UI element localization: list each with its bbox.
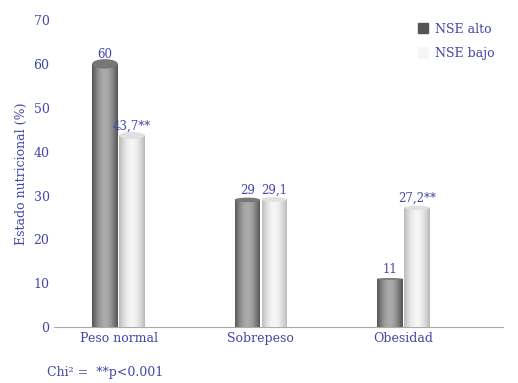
Text: 27,2**: 27,2**	[398, 192, 436, 205]
Text: 43,7**: 43,7**	[113, 120, 151, 133]
Ellipse shape	[262, 197, 287, 202]
Text: 29: 29	[240, 184, 255, 197]
Legend: NSE alto, NSE bajo: NSE alto, NSE bajo	[416, 20, 497, 62]
Text: 29,1: 29,1	[262, 184, 287, 197]
Text: 11: 11	[382, 263, 397, 276]
Text: 60: 60	[97, 48, 112, 61]
Y-axis label: Estado nutricional (%): Estado nutricional (%)	[15, 102, 28, 245]
Ellipse shape	[119, 132, 145, 139]
Ellipse shape	[92, 59, 118, 69]
Ellipse shape	[235, 198, 260, 202]
Ellipse shape	[377, 278, 402, 280]
Ellipse shape	[404, 206, 429, 210]
Text: Chi² =  **p<0.001: Chi² = **p<0.001	[47, 366, 163, 379]
